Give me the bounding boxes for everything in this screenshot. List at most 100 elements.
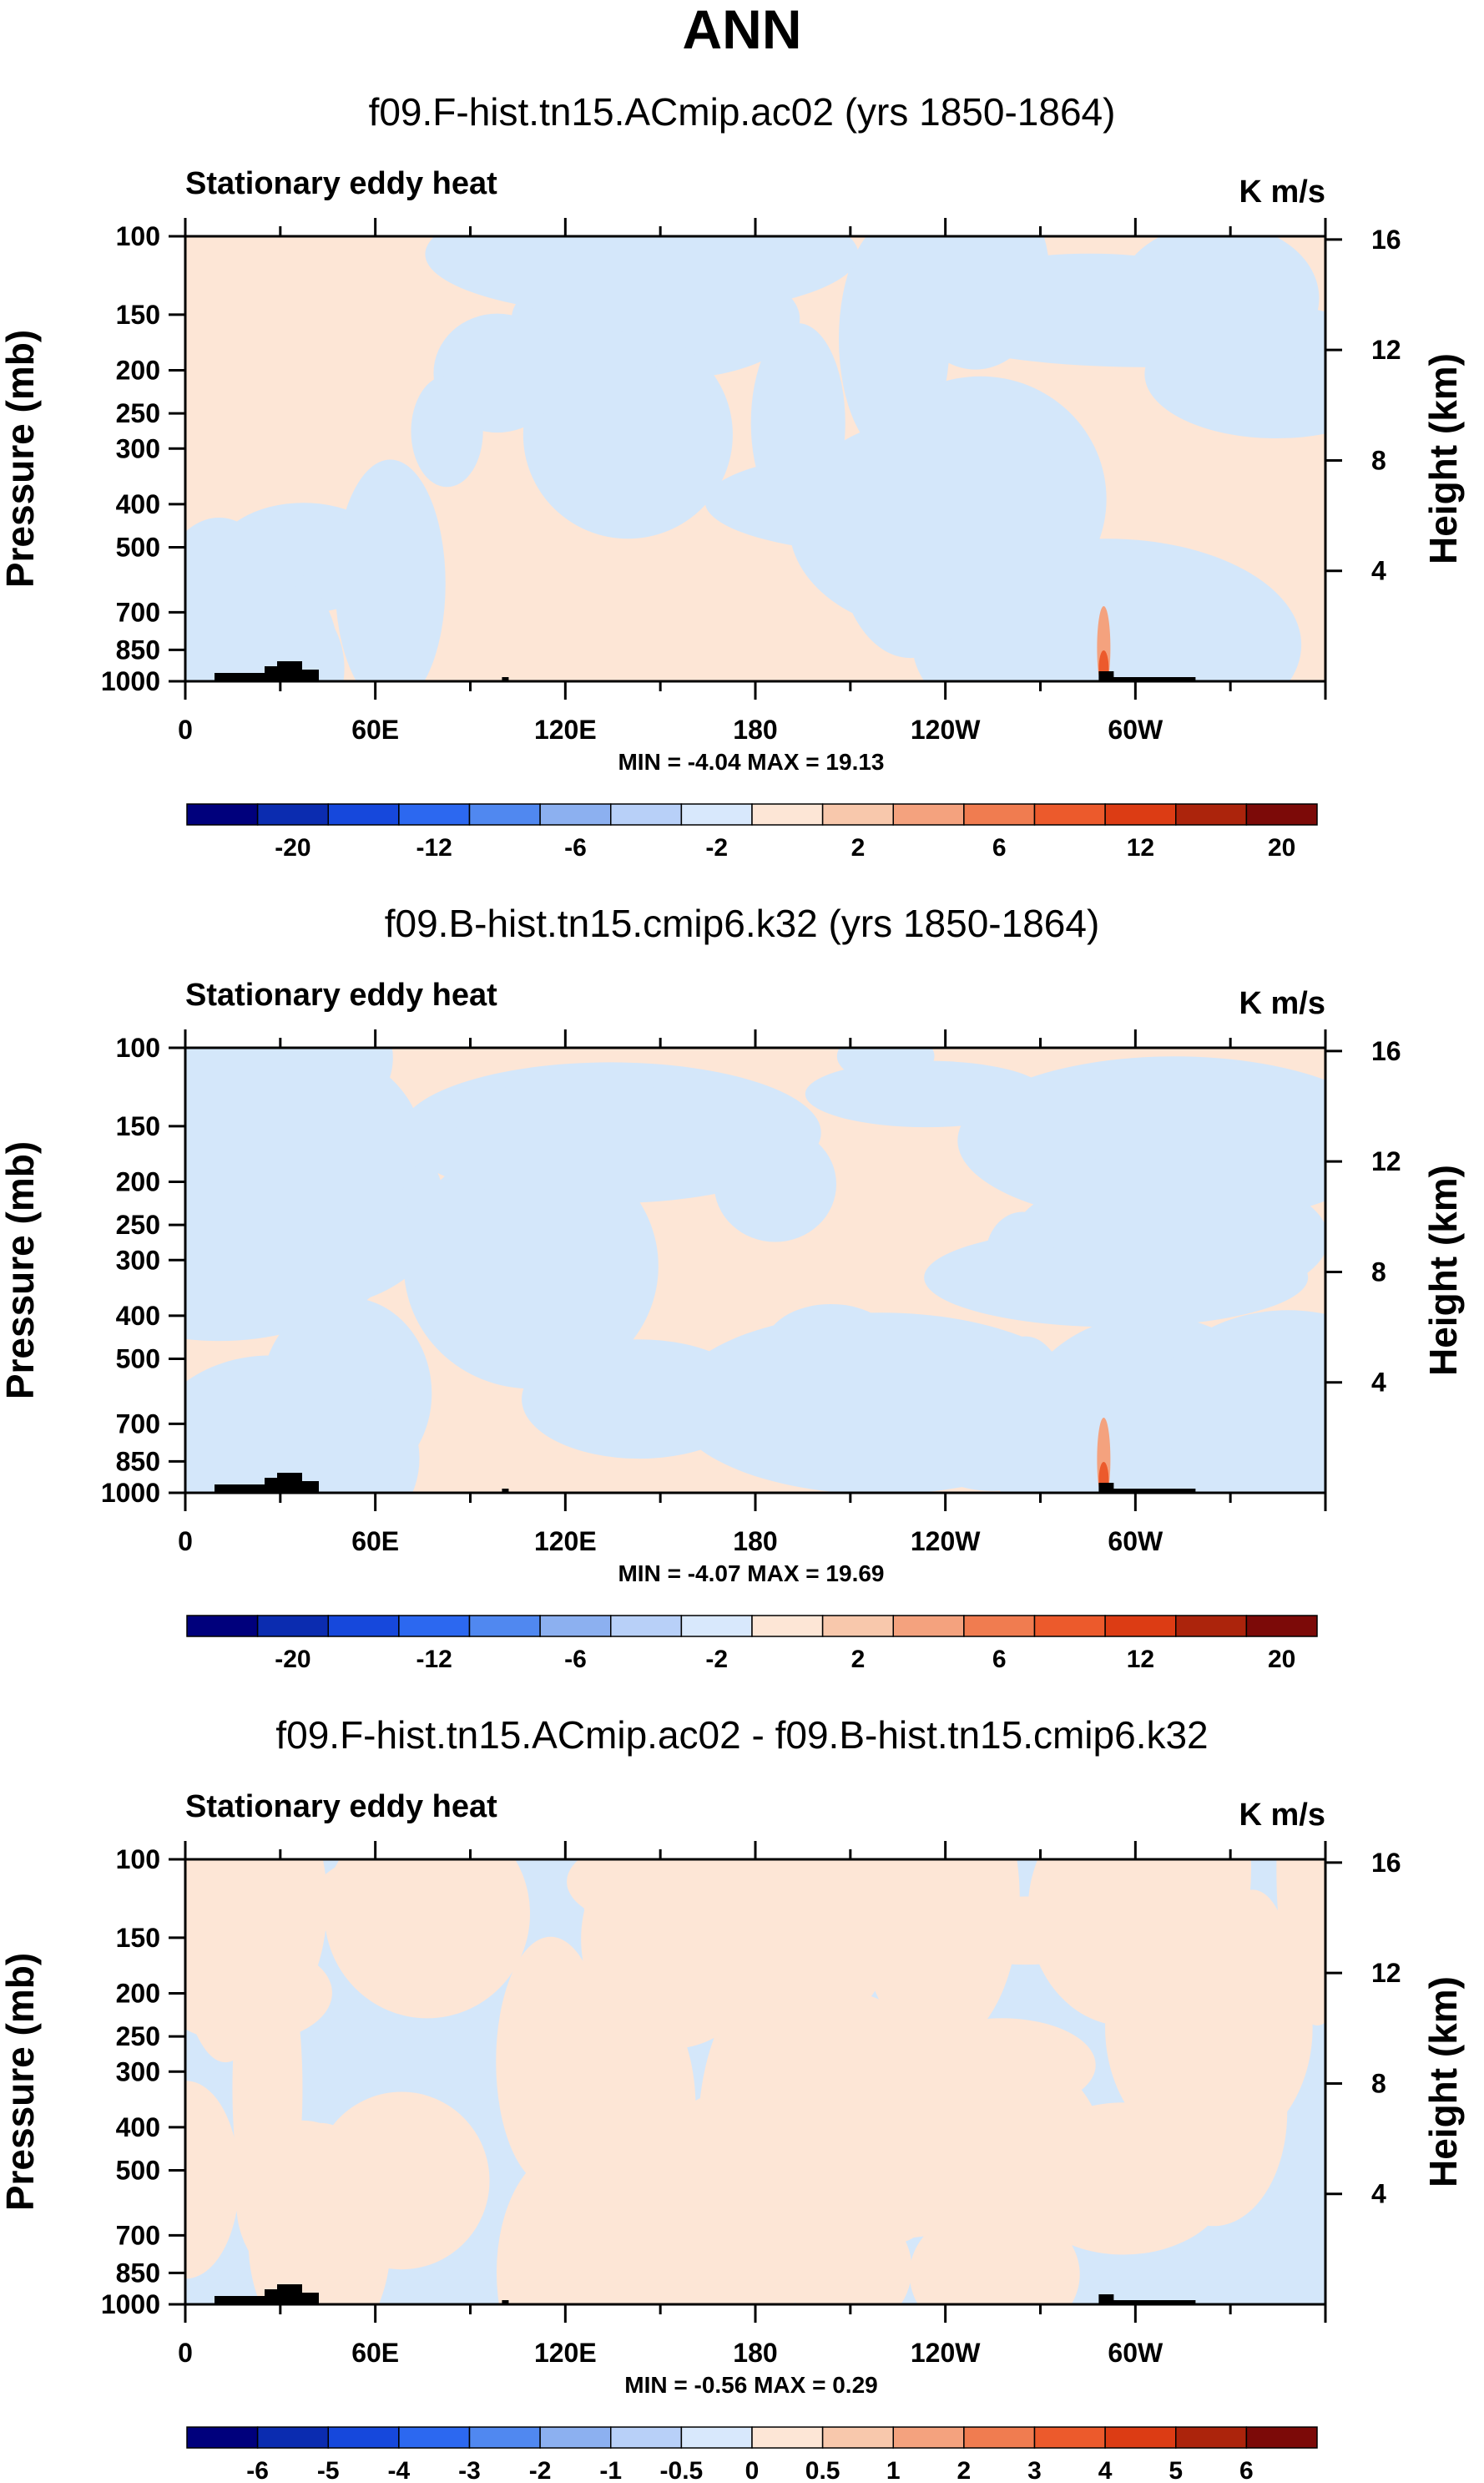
- colorbar-box: [327, 803, 400, 826]
- colorbar-box: [821, 803, 894, 826]
- colorbar-label: 0.5: [805, 2457, 840, 2483]
- y2-tick-label: 16: [1371, 1036, 1401, 1066]
- contour-region: [403, 1143, 659, 1389]
- panel-left-label: Stationary eddy heat: [185, 166, 497, 201]
- topography: [1103, 1489, 1196, 1493]
- y-tick-label: 100: [116, 1844, 160, 1874]
- colorbar-label: -20: [275, 1646, 310, 1673]
- y-tick-label: 150: [116, 1923, 160, 1953]
- contour-region: [1276, 1859, 1325, 2025]
- y-tick-label: 850: [116, 2258, 160, 2288]
- colorbar-label: 12: [1127, 1646, 1154, 1673]
- y-tick-label: 250: [116, 398, 160, 428]
- y2-tick-label: 16: [1371, 1848, 1401, 1878]
- colorbar-box: [680, 803, 753, 826]
- contour-region: [185, 1870, 258, 1970]
- colorbar-box: [539, 2426, 612, 2449]
- y2-tick-label: 8: [1371, 445, 1386, 475]
- colorbar-label: -2: [705, 834, 728, 862]
- colorbar-label: -12: [416, 834, 452, 862]
- figure-title: ANN: [683, 0, 802, 60]
- colorbar-box: [1033, 1615, 1106, 1637]
- contour-region: [639, 2093, 805, 2304]
- colorbar-box: [1175, 803, 1248, 826]
- contour-region: [937, 296, 1325, 367]
- y2-tick-label: 8: [1371, 2068, 1386, 2098]
- y2-axis-label: Height (km): [1421, 1165, 1465, 1376]
- y-axis-label: Pressure (mb): [0, 1141, 42, 1399]
- panel-1: f09.F-hist.tn15.ACmip.ac02 (yrs 1850-186…: [0, 90, 1465, 862]
- y-tick-label: 500: [116, 1344, 160, 1374]
- colorbar-box: [821, 2426, 894, 2449]
- contour-field: [185, 1859, 1325, 2304]
- colorbar-label: -2: [705, 1646, 728, 1673]
- y-tick-label: 400: [116, 489, 160, 519]
- contour-region: [580, 1859, 705, 1986]
- panel-units-label: K m/s: [1239, 1798, 1325, 1833]
- contour-region: [185, 564, 345, 681]
- colorbar-box: [327, 2426, 400, 2449]
- colorbar-label: 6: [1239, 2457, 1254, 2483]
- colorbar-box: [186, 803, 259, 826]
- contour-region: [310, 1859, 492, 1955]
- colorbar-label: -2: [529, 2457, 552, 2483]
- colorbar-label: 12: [1127, 834, 1154, 862]
- colorbar-box: [468, 2426, 541, 2449]
- contour-region: [858, 1859, 1020, 2049]
- topography: [502, 677, 509, 681]
- y-tick-label: 250: [116, 2021, 160, 2051]
- contour-region: [185, 1355, 396, 1493]
- x-tick-label: 120E: [534, 715, 597, 745]
- x-tick-label: 0: [178, 715, 193, 745]
- y2-tick-label: 12: [1371, 1958, 1401, 1988]
- colorbar-box: [963, 803, 1036, 826]
- x-tick-label: 120E: [534, 2338, 597, 2368]
- panel-title: f09.B-hist.tn15.cmip6.k32 (yrs 1850-1864…: [385, 902, 1100, 945]
- topography: [215, 2284, 319, 2304]
- y2-tick-label: 4: [1371, 556, 1386, 586]
- y-tick-label: 500: [116, 533, 160, 563]
- colorbar-box: [1033, 803, 1106, 826]
- colorbar-box: [751, 1615, 824, 1637]
- x-tick-label: 180: [733, 2338, 777, 2368]
- colorbar-label: 3: [1027, 2457, 1042, 2483]
- contour-region: [569, 366, 715, 453]
- panel-units-label: K m/s: [1239, 986, 1325, 1021]
- x-tick-label: 0: [178, 2338, 193, 2368]
- contour-region: [739, 1990, 933, 2164]
- colorbar-label: 2: [851, 1646, 866, 1673]
- colorbar-box: [892, 1615, 965, 1637]
- colorbar-box: [892, 2426, 965, 2449]
- colorbar-box: [1245, 1615, 1318, 1637]
- colorbar-box: [327, 1615, 400, 1637]
- contour-region: [1155, 1310, 1325, 1493]
- contour-region: [335, 459, 446, 681]
- topography: [215, 661, 319, 681]
- contour-region: [425, 236, 859, 316]
- y2-tick-label: 16: [1371, 225, 1401, 255]
- min-max-stats: MIN = -4.04 MAX = 19.13: [618, 749, 884, 775]
- contour-region: [456, 1077, 703, 1178]
- contour-region: [411, 375, 483, 488]
- y-tick-label: 200: [116, 1166, 160, 1196]
- y2-axis-label: Height (km): [1421, 353, 1465, 564]
- panel-3: f09.F-hist.tn15.ACmip.ac02 - f09.B-hist.…: [0, 1713, 1465, 2483]
- colorbar-label: 2: [957, 2457, 972, 2483]
- colorbar-label: -20: [275, 834, 310, 862]
- colorbar-box: [1245, 2426, 1318, 2449]
- topography: [502, 2300, 509, 2304]
- min-max-stats: MIN = -4.07 MAX = 19.69: [618, 1560, 884, 1586]
- min-max-stats: MIN = -0.56 MAX = 0.29: [624, 2372, 877, 2398]
- y-tick-label: 700: [116, 1408, 160, 1439]
- contour-region: [785, 2205, 912, 2304]
- y-tick-label: 1000: [101, 2289, 160, 2319]
- colorbar-box: [1104, 1615, 1177, 1637]
- colorbar-label: -3: [458, 2457, 481, 2483]
- colorbar-box: [963, 1615, 1036, 1637]
- y-tick-label: 850: [116, 1446, 160, 1476]
- x-tick-label: 120W: [911, 1526, 981, 1556]
- colorbar-box: [468, 803, 541, 826]
- y-tick-label: 200: [116, 1978, 160, 2008]
- contour-region: [789, 417, 1080, 632]
- y-tick-label: 200: [116, 355, 160, 385]
